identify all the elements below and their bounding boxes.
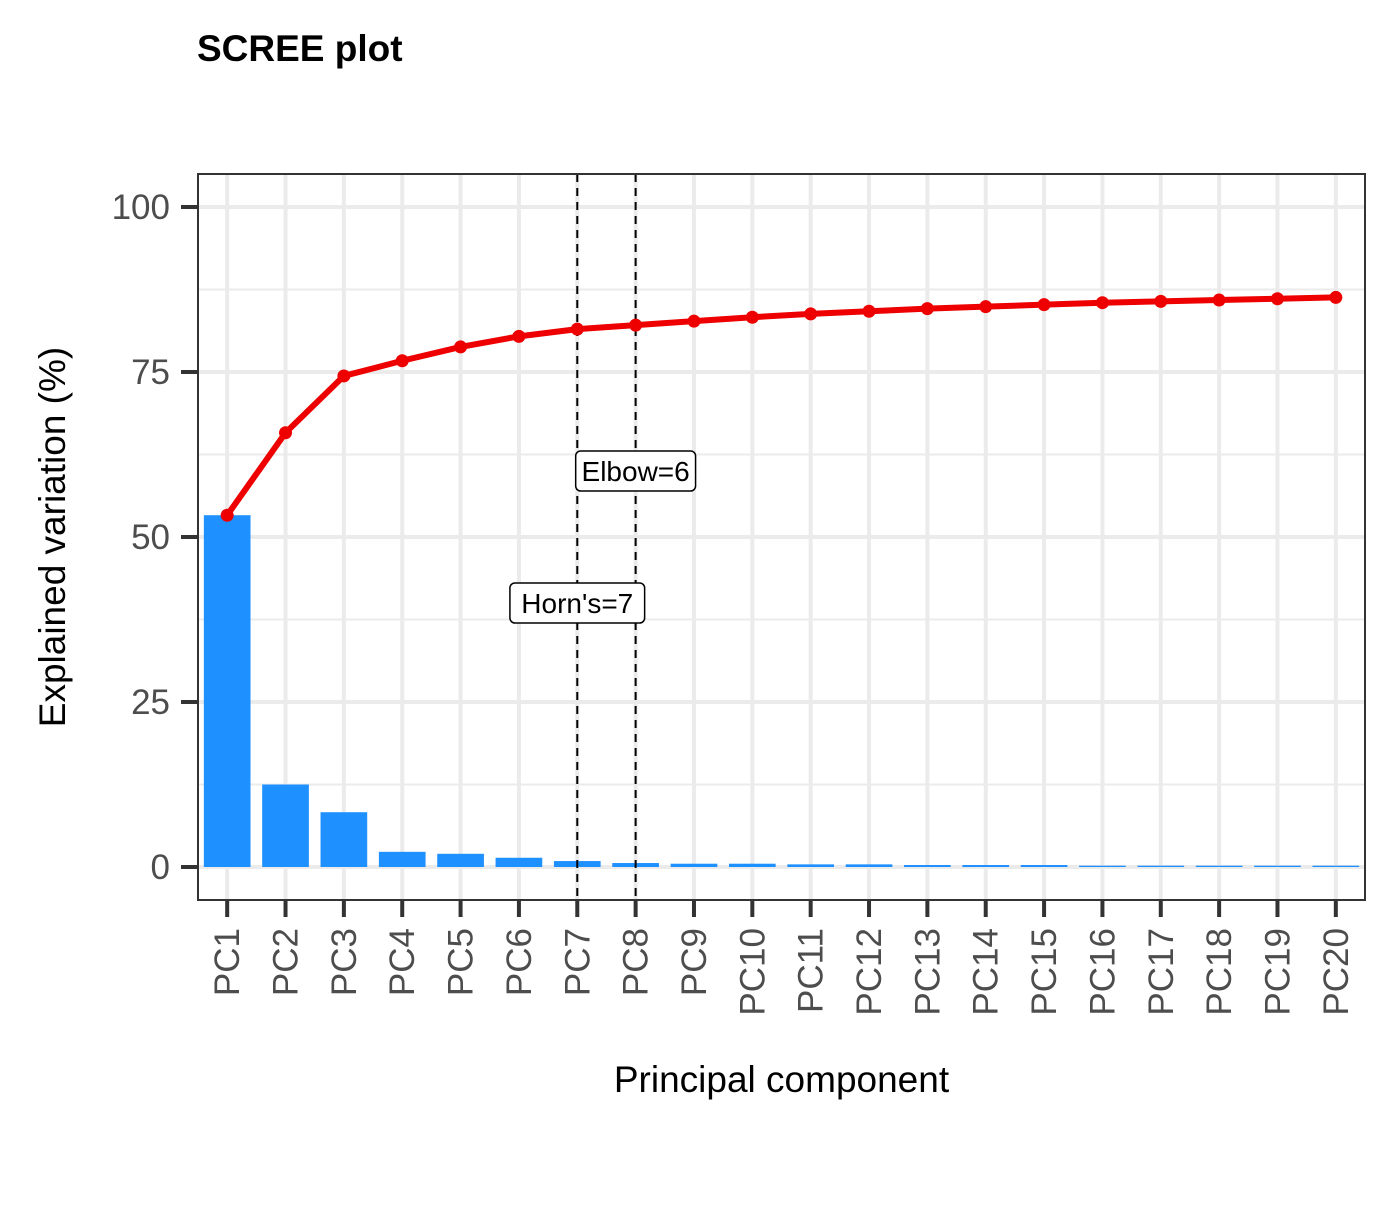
line-point: [337, 369, 351, 383]
x-tick-label: PC15: [1025, 928, 1064, 1016]
bar: [1020, 865, 1068, 867]
line-point: [1270, 292, 1284, 306]
x-tick-label: PC10: [733, 928, 772, 1016]
bar: [1137, 865, 1185, 867]
annotation-box: [574, 450, 697, 492]
chart-title: SCREE plot: [197, 28, 403, 69]
bar: [962, 865, 1010, 867]
bar: [1195, 865, 1243, 867]
x-tick-label: PC11: [792, 928, 831, 1013]
bar: [495, 857, 543, 867]
bar: [728, 863, 776, 867]
x-tick-label: PC13: [908, 928, 947, 1016]
bar: [845, 864, 893, 867]
line-point: [1212, 293, 1226, 307]
y-tick-label: 100: [112, 188, 170, 227]
x-axis-title: Principal component: [614, 1059, 950, 1100]
x-tick-label: PC1: [208, 928, 247, 996]
line-point: [629, 318, 643, 332]
y-axis-title: Explained variation (%): [32, 347, 73, 727]
bar: [262, 784, 309, 867]
x-tick-label: PC2: [267, 928, 306, 996]
line-point: [220, 508, 234, 522]
line-point: [395, 354, 409, 368]
line-point: [279, 426, 293, 440]
x-tick-label: PC14: [967, 928, 1006, 1016]
x-tick-label: PC7: [558, 928, 597, 996]
x-tick-label: PC12: [850, 928, 889, 1016]
bar: [1254, 865, 1301, 867]
y-tick-label: 75: [131, 353, 170, 392]
bar: [1312, 865, 1360, 867]
x-tick-label: PC20: [1317, 928, 1356, 1016]
y-tick-label: 50: [131, 518, 170, 557]
bar: [1079, 865, 1126, 867]
line-point: [862, 304, 876, 318]
line-point: [687, 314, 701, 328]
line-point: [745, 310, 759, 324]
y-tick-label: 0: [151, 848, 170, 887]
line-point: [1329, 290, 1343, 304]
bar: [320, 812, 368, 867]
bar: [787, 864, 835, 867]
line-point: [1154, 294, 1168, 308]
x-tick-label: PC17: [1142, 928, 1181, 1016]
bar: [378, 851, 426, 867]
line-point: [512, 329, 526, 343]
line-point: [1095, 296, 1109, 310]
x-tick-label: PC9: [675, 928, 714, 996]
x-tick-label: PC3: [325, 928, 364, 996]
annotation-box: [509, 582, 646, 624]
y-tick-label: 25: [131, 683, 170, 722]
x-tick-label: PC18: [1200, 928, 1239, 1016]
annotation-label: Elbow=6: [582, 456, 690, 487]
x-tick-label: PC8: [617, 928, 656, 996]
line-point: [570, 322, 584, 336]
line-point: [454, 340, 468, 354]
x-tick-label: PC6: [500, 928, 539, 996]
x-tick-label: PC4: [383, 928, 422, 996]
cumulative-line: [224, 294, 1339, 519]
line-point: [979, 300, 993, 314]
annotation-label: Horn's=7: [521, 588, 633, 619]
bar: [670, 863, 718, 867]
x-tick-label: PC19: [1258, 928, 1297, 1016]
x-tick-label: PC16: [1083, 928, 1122, 1016]
line-point: [920, 302, 934, 316]
line-point: [804, 307, 818, 321]
x-tick-label: PC5: [442, 928, 481, 996]
bar: [904, 865, 951, 867]
bar: [203, 515, 251, 867]
bar: [437, 853, 484, 867]
line-point: [1037, 298, 1051, 312]
